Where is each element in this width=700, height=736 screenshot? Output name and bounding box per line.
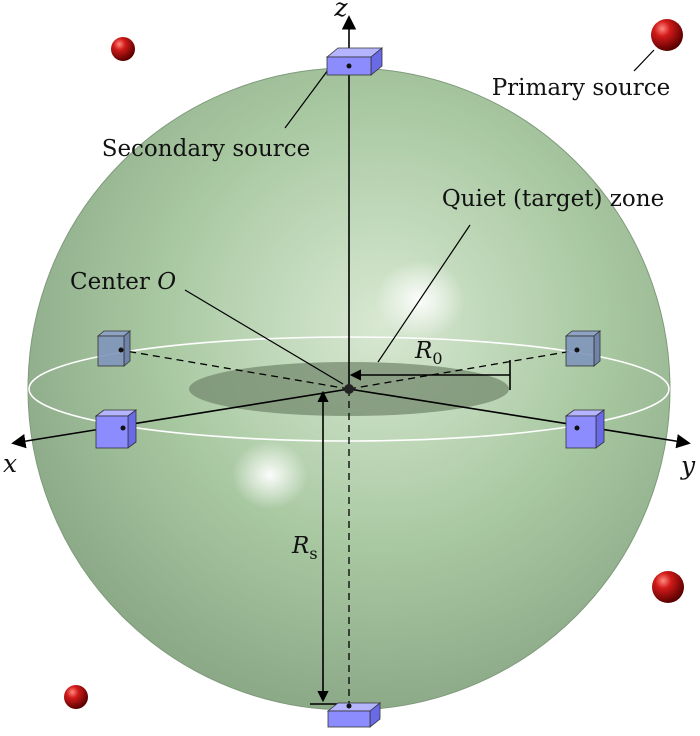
primary-source-top-right xyxy=(651,19,683,51)
primary-source-bottom-left xyxy=(64,685,88,709)
secondary-source-label: Secondary source xyxy=(102,136,311,162)
r0-label-subscript: 0 xyxy=(432,349,442,368)
primary-source-top-left xyxy=(111,37,135,61)
r0-label-symbol: R xyxy=(414,338,432,364)
secondary-source-bottom xyxy=(326,702,382,728)
quiet-zone-label: Quiet (target) zone xyxy=(442,186,664,212)
center-label-text: Center xyxy=(70,269,157,295)
secondary-source-top xyxy=(325,47,384,76)
dashed-back-right xyxy=(348,349,579,390)
primary-source-bottom-right xyxy=(652,571,684,603)
secondary-source-front-right xyxy=(564,409,606,449)
secondary-source-front-left xyxy=(94,409,138,449)
center-point xyxy=(344,384,354,394)
rs-label-symbol: R xyxy=(291,533,309,559)
r0-label: R0 xyxy=(414,338,443,368)
leader-primary-source xyxy=(633,49,655,72)
y-axis-label: y xyxy=(680,451,696,480)
center-label: Center O xyxy=(70,269,176,295)
leader-secondary-source xyxy=(284,69,329,129)
rs-label: Rs xyxy=(291,533,318,563)
primary-source-label: Primary source xyxy=(492,75,671,101)
center-label-symbol: O xyxy=(157,269,176,295)
dashed-back-left xyxy=(119,349,350,390)
secondary-source-back-left xyxy=(96,330,132,367)
secondary-source-back-right xyxy=(564,330,602,367)
x-axis-label: x xyxy=(3,449,17,478)
y-axis xyxy=(348,388,691,449)
leader-quiet-zone xyxy=(377,224,471,363)
rs-label-subscript: s xyxy=(309,544,317,563)
x-axis xyxy=(11,388,350,449)
sphere-highlight-lower xyxy=(232,441,308,509)
z-axis-label: z xyxy=(333,0,348,22)
leader-center xyxy=(184,289,344,385)
